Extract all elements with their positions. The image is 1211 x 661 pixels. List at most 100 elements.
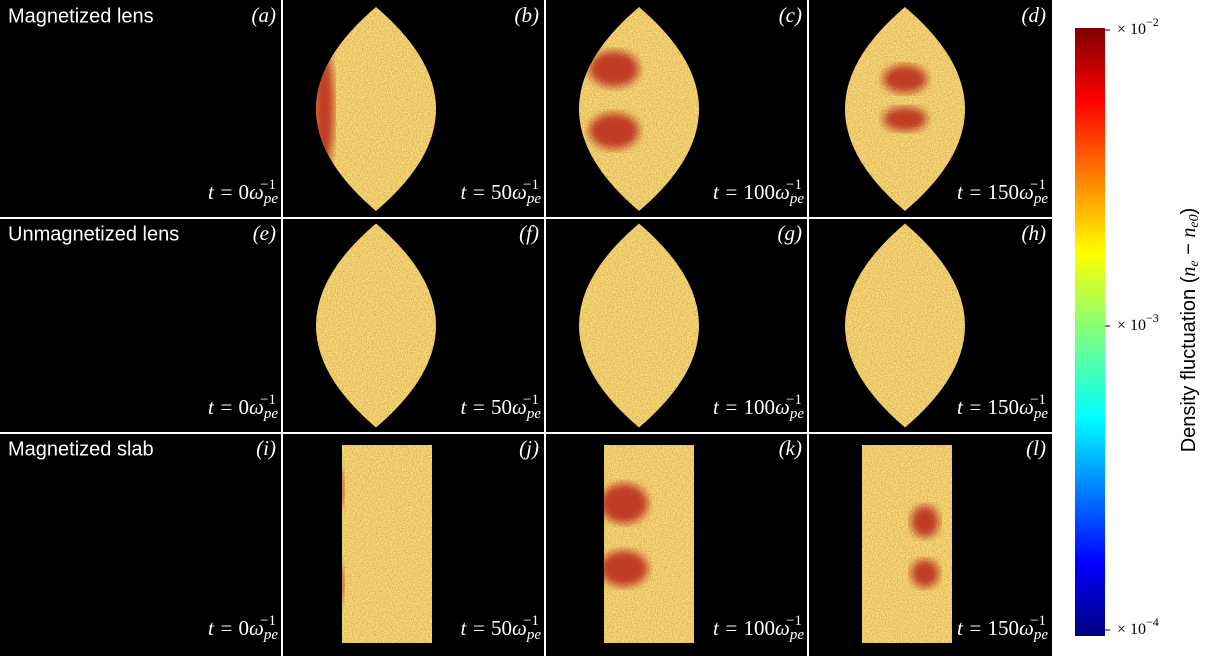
- time-label-part: t =: [957, 395, 988, 419]
- time-label: t = 150ωpe−1: [957, 177, 1048, 207]
- colorbar-tick-label: × 10−3: [1117, 311, 1159, 334]
- density-wave: [589, 113, 639, 149]
- colorbar-tick-label: × 10−2: [1117, 15, 1159, 38]
- colorbar-tick-base: × 10: [1117, 317, 1146, 334]
- time-label-part: −1: [260, 613, 276, 629]
- time-label-part: 0: [239, 180, 250, 204]
- time-label-part: −1: [523, 392, 539, 408]
- time-label-part: 150: [988, 616, 1020, 640]
- time-label: t = 150ωpe−1: [957, 392, 1048, 422]
- time-label: t = 0ωpe−1: [208, 392, 278, 422]
- panel-label: (i): [256, 436, 276, 460]
- colorbar-tick-exponent: −2: [1146, 15, 1159, 29]
- time-label-part: t =: [957, 616, 988, 640]
- time-label-part: t =: [713, 616, 744, 640]
- time-label-part: −1: [1030, 177, 1046, 193]
- colorbar-tick-label: × 10−4: [1117, 615, 1159, 638]
- time-label-part: 0: [239, 616, 250, 640]
- time-label: t = 50ωpe−1: [460, 613, 541, 643]
- density-wave: [911, 560, 939, 588]
- time-label-part: pe: [789, 191, 805, 207]
- time-label-part: 50: [491, 616, 512, 640]
- colorbar-label-part: n: [1178, 267, 1200, 277]
- time-label-part: pe: [263, 627, 279, 643]
- time-label-part: t =: [208, 395, 239, 419]
- colorbar-tick-base: × 10: [1117, 621, 1146, 638]
- time-label-part: pe: [526, 191, 542, 207]
- time-label: t = 150ωpe−1: [957, 613, 1048, 643]
- time-label: t = 100ωpe−1: [713, 613, 804, 643]
- time-label-part: −1: [786, 613, 802, 629]
- time-label-part: −1: [260, 177, 276, 193]
- time-label: t = 50ωpe−1: [460, 177, 541, 207]
- density-wave: [883, 107, 927, 131]
- time-label-part: pe: [526, 406, 542, 422]
- time-label-part: −1: [1030, 613, 1046, 629]
- time-label-part: t =: [460, 616, 491, 640]
- time-label-part: 150: [988, 395, 1020, 419]
- time-label-part: t =: [208, 180, 239, 204]
- panel-label: (k): [779, 436, 802, 460]
- time-label-part: t =: [713, 395, 744, 419]
- time-label-part: pe: [263, 406, 279, 422]
- time-label-part: 50: [491, 395, 512, 419]
- time-label-part: t =: [460, 395, 491, 419]
- density-wave: [600, 551, 648, 587]
- time-label-part: −1: [786, 392, 802, 408]
- colorbar-label-part: e0: [1187, 214, 1202, 227]
- row-title: Magnetized slab: [8, 438, 154, 460]
- time-label-part: 100: [744, 616, 776, 640]
- time-label: t = 50ωpe−1: [460, 392, 541, 422]
- panel-label: (h): [1022, 221, 1047, 245]
- colorbar-label-part: n: [1178, 228, 1200, 238]
- time-label-part: −1: [260, 392, 276, 408]
- panel-label: (a): [252, 3, 277, 27]
- time-label-part: 50: [491, 180, 512, 204]
- colorbar-label-part: Density fluctuation (: [1178, 276, 1200, 452]
- time-label-part: pe: [789, 627, 805, 643]
- panel-label: (c): [779, 3, 802, 27]
- density-wave: [911, 506, 939, 538]
- panel-label: (j): [519, 436, 539, 460]
- colorbar: [1075, 28, 1105, 636]
- time-label-part: pe: [526, 627, 542, 643]
- time-label-part: 150: [988, 180, 1020, 204]
- time-label: t = 100ωpe−1: [713, 392, 804, 422]
- colorbar-tick-exponent: −3: [1146, 311, 1159, 325]
- panel-label: (d): [1022, 3, 1047, 27]
- time-label-part: 0: [239, 395, 250, 419]
- colorbar-tick-exponent: −4: [1146, 615, 1159, 629]
- figure: (a) t = 0ωpe−1 (b) t = 50ωpe−1 (c) t = 100ωpe…: [0, 0, 1211, 656]
- row-title: Magnetized lens: [8, 5, 154, 27]
- colorbar-tick-base: × 10: [1117, 21, 1146, 38]
- time-label-part: −1: [786, 177, 802, 193]
- density-wave: [883, 65, 927, 93]
- time-label-part: t =: [957, 180, 988, 204]
- time-label-part: 100: [744, 395, 776, 419]
- panel-label: (g): [778, 221, 803, 245]
- panel-label: (l): [1026, 436, 1046, 460]
- time-label: t = 100ωpe−1: [713, 177, 804, 207]
- time-label-part: −1: [523, 613, 539, 629]
- time-label-part: t =: [713, 180, 744, 204]
- panel-label: (e): [253, 221, 276, 245]
- row-title: Unmagnetized lens: [8, 223, 179, 245]
- colorbar-label: Density fluctuation (ne − ne0): [1178, 208, 1203, 453]
- time-label: t = 0ωpe−1: [208, 177, 278, 207]
- colorbar-label-part: ): [1178, 208, 1200, 215]
- panel-label: (f): [519, 221, 539, 245]
- density-wave: [589, 51, 639, 87]
- time-label-part: −1: [523, 177, 539, 193]
- time-label-part: 100: [744, 180, 776, 204]
- time-label-part: pe: [789, 406, 805, 422]
- density-wave: [600, 484, 648, 524]
- time-label-part: −1: [1030, 392, 1046, 408]
- time-label-part: t =: [460, 180, 491, 204]
- panel-label: (b): [515, 3, 540, 27]
- time-label-part: pe: [1033, 627, 1049, 643]
- time-label-part: pe: [263, 191, 279, 207]
- time-label-part: pe: [1033, 191, 1049, 207]
- time-label: t = 0ωpe−1: [208, 613, 278, 643]
- colorbar-label-part: −: [1178, 238, 1200, 261]
- time-label-part: pe: [1033, 406, 1049, 422]
